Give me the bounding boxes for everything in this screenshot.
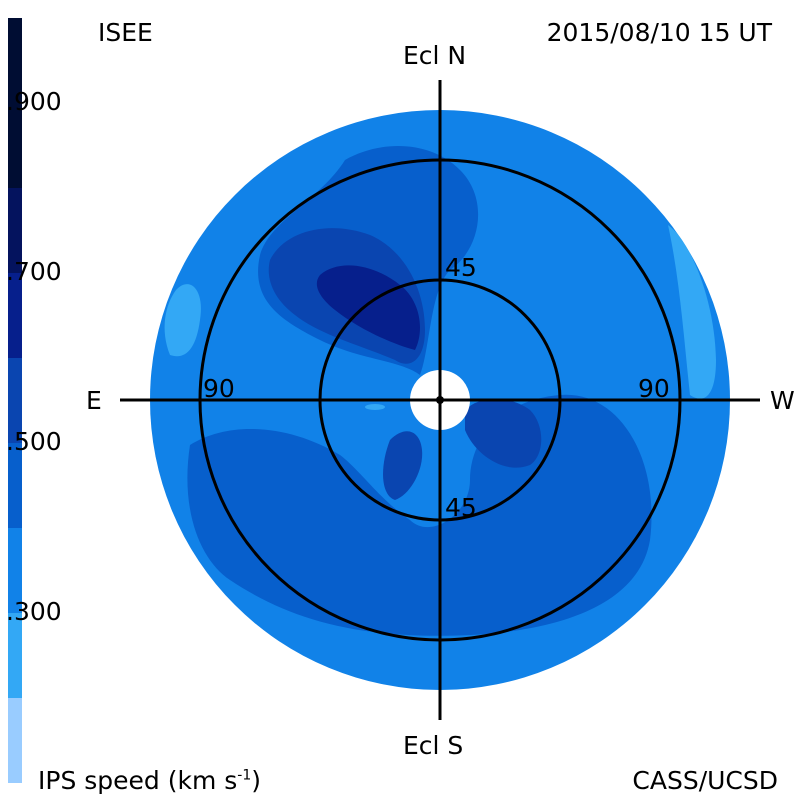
ring-label-45-bottom: 45 [445, 493, 477, 522]
colorbar-tick-label: .900 [6, 87, 62, 116]
sky-disk [120, 80, 760, 720]
colorbar-band [8, 528, 22, 613]
ecliptic-north-label: Ecl N [403, 41, 467, 70]
ring-label-45-top: 45 [445, 253, 477, 282]
colorbar-band [8, 188, 22, 273]
ecliptic-south-label: Ecl S [403, 731, 464, 760]
colorbar-band [8, 443, 22, 528]
ring-label-90-left: 90 [203, 374, 235, 403]
fast-wind-region-southeast [383, 431, 423, 500]
credit-label: CASS/UCSD [632, 766, 778, 795]
colorbar-title-close: ) [251, 766, 262, 795]
west-label: W [770, 386, 795, 415]
colorbar-band [8, 613, 22, 698]
fastest-wind-region-north [316, 265, 420, 350]
slow-wind-region-west [668, 225, 716, 399]
colorbar-title: IPS speed (km s-1) [38, 768, 261, 793]
slow-wind-region-east [164, 284, 201, 357]
colorbar [8, 18, 22, 783]
colorbar-tick-label: .500 [6, 427, 62, 456]
org-label: ISEE [98, 18, 153, 47]
colorbar-tick-label: .300 [6, 597, 62, 626]
fast-wind-region-southwest [465, 398, 542, 468]
east-label: E [86, 386, 102, 415]
slow-wind-spot [365, 404, 385, 410]
colorbar-title-exponent: -1 [237, 767, 252, 784]
colorbar-band [8, 273, 22, 358]
ring-label-90-right: 90 [638, 374, 670, 403]
colorbar-band [8, 358, 22, 443]
colorbar-band [8, 698, 22, 783]
timestamp-label: 2015/08/10 15 UT [546, 18, 772, 47]
colorbar-tick-label: .700 [6, 257, 62, 286]
colorbar-title-text: IPS speed (km s [38, 766, 238, 795]
colorbar-band [8, 18, 22, 188]
